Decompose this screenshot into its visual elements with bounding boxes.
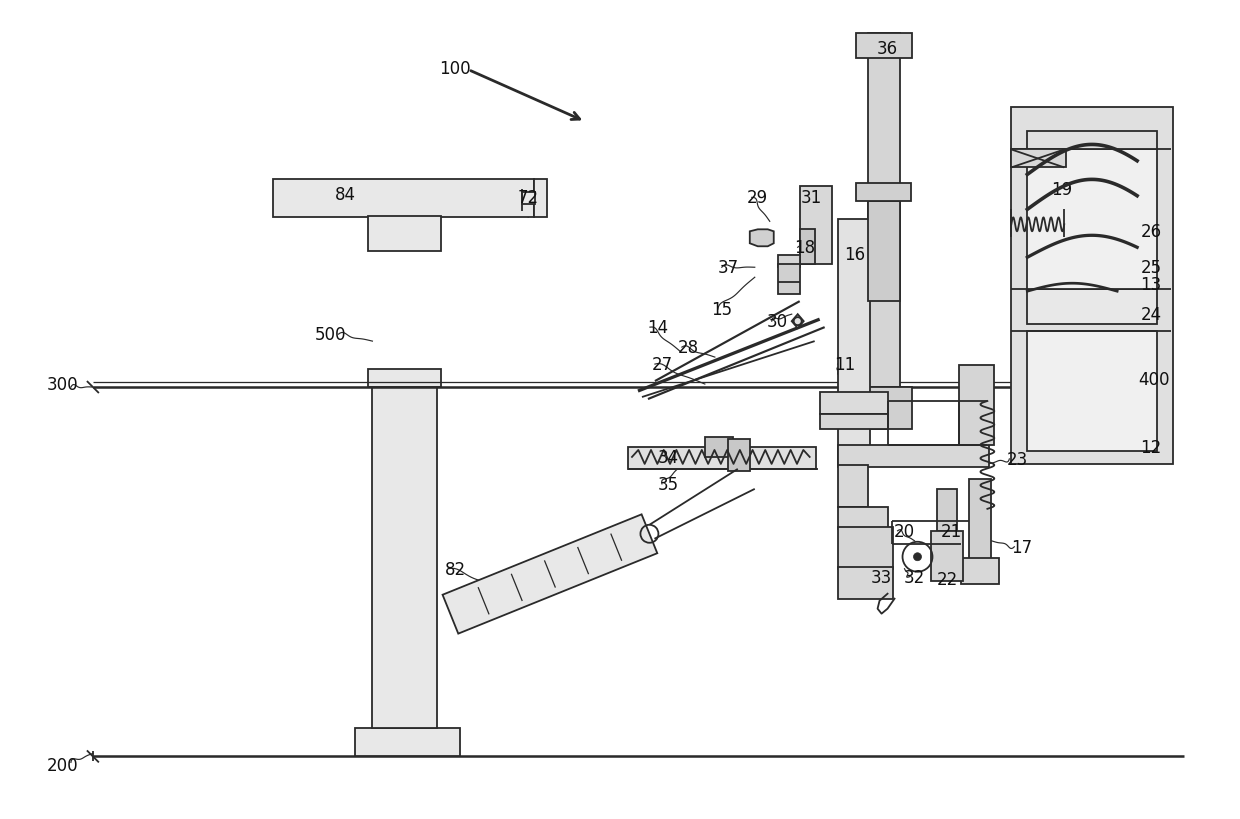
Bar: [838, 446, 990, 468]
Bar: [372, 387, 438, 729]
Bar: [1027, 290, 1157, 325]
Text: 72: 72: [517, 189, 538, 207]
Bar: [838, 567, 893, 599]
Bar: [800, 230, 815, 265]
Bar: [1027, 150, 1157, 290]
Bar: [838, 465, 868, 507]
Text: 400: 400: [1138, 371, 1169, 388]
Text: 35: 35: [657, 475, 678, 493]
Bar: [868, 202, 899, 302]
Bar: [838, 220, 869, 464]
Bar: [970, 479, 991, 559]
Bar: [1012, 150, 1066, 168]
Text: 300: 300: [47, 376, 79, 394]
Text: 33: 33: [870, 568, 893, 586]
Text: 84: 84: [335, 186, 356, 204]
Bar: [931, 532, 963, 581]
Bar: [856, 184, 910, 202]
Bar: [856, 387, 911, 429]
Bar: [856, 34, 911, 58]
Polygon shape: [443, 514, 657, 634]
Text: 25: 25: [1141, 259, 1162, 277]
Text: 12: 12: [1141, 438, 1162, 456]
Bar: [868, 34, 899, 387]
Text: 16: 16: [844, 246, 866, 264]
Text: 14: 14: [647, 319, 668, 337]
Text: 34: 34: [657, 448, 678, 466]
Bar: [777, 265, 800, 295]
Bar: [728, 440, 750, 471]
Bar: [627, 447, 816, 469]
Text: 22: 22: [936, 570, 959, 588]
Text: 82: 82: [445, 560, 466, 578]
Polygon shape: [791, 314, 804, 328]
Bar: [273, 180, 534, 218]
Text: 21: 21: [941, 523, 962, 541]
Bar: [777, 256, 800, 268]
Text: 200: 200: [47, 757, 79, 775]
Text: 24: 24: [1141, 305, 1162, 324]
Bar: [820, 392, 888, 414]
Text: 32: 32: [904, 568, 925, 586]
Bar: [838, 507, 888, 529]
Bar: [704, 437, 733, 457]
Text: 15: 15: [712, 301, 733, 319]
Bar: [937, 489, 957, 532]
Text: 100: 100: [439, 60, 471, 78]
Text: 27: 27: [651, 355, 672, 373]
Text: 28: 28: [677, 339, 698, 356]
Bar: [1012, 107, 1173, 464]
Bar: [534, 180, 547, 218]
Text: 29: 29: [748, 189, 769, 207]
Text: 500: 500: [315, 326, 346, 344]
Text: 26: 26: [1141, 223, 1162, 241]
Text: 37: 37: [717, 259, 738, 277]
Text: 13: 13: [1141, 276, 1162, 294]
Bar: [1027, 133, 1157, 150]
Text: 30: 30: [768, 313, 789, 331]
Bar: [356, 729, 460, 757]
Text: 11: 11: [835, 355, 856, 373]
Bar: [838, 527, 893, 569]
Bar: [368, 369, 441, 387]
Text: 19: 19: [1050, 181, 1071, 199]
Text: 17: 17: [1011, 538, 1032, 556]
Bar: [961, 558, 999, 584]
Bar: [820, 414, 888, 429]
Bar: [522, 193, 536, 205]
Text: 36: 36: [877, 39, 898, 57]
Text: 20: 20: [894, 523, 915, 541]
Bar: [1027, 332, 1157, 451]
Text: 23: 23: [1007, 450, 1028, 468]
Text: 18: 18: [794, 239, 815, 257]
Bar: [368, 217, 441, 252]
Polygon shape: [750, 230, 774, 247]
Text: 31: 31: [801, 189, 822, 207]
Circle shape: [914, 553, 921, 561]
Bar: [960, 365, 994, 446]
Bar: [800, 188, 832, 265]
